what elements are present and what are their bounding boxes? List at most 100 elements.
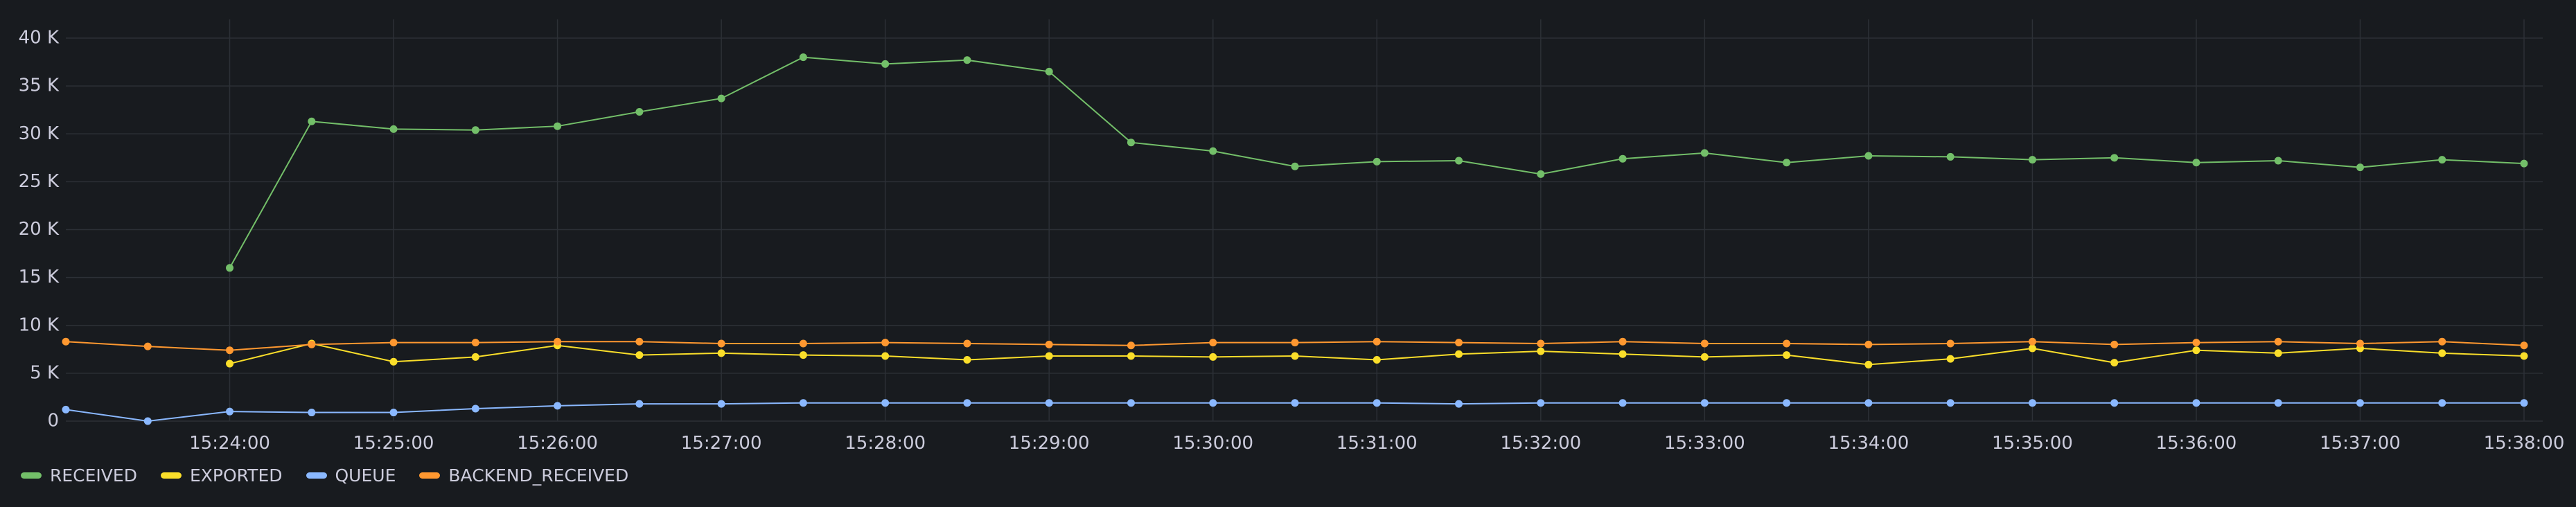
data-point-queue[interactable] [2028,399,2036,407]
data-point-backend-received[interactable] [2028,337,2036,346]
data-point-queue[interactable] [635,400,644,408]
data-point-exported[interactable] [226,359,234,368]
data-point-received[interactable] [389,125,398,133]
legend-item-backend-received[interactable]: BACKEND_RECEIVED [419,465,628,486]
data-point-exported[interactable] [471,353,479,361]
data-point-backend-received[interactable] [226,346,234,355]
data-point-received[interactable] [1783,159,1791,167]
data-point-exported[interactable] [389,357,398,366]
data-point-queue[interactable] [1700,399,1709,407]
data-point-received[interactable] [963,56,971,64]
data-point-backend-received[interactable] [1783,339,1791,348]
data-point-exported[interactable] [1373,356,1381,364]
data-point-queue[interactable] [2438,399,2446,407]
legend-item-exported[interactable]: EXPORTED [160,465,283,486]
data-point-received[interactable] [635,107,644,116]
data-point-queue[interactable] [226,407,234,416]
data-point-received[interactable] [2192,159,2200,167]
data-point-queue[interactable] [62,405,70,413]
data-point-queue[interactable] [308,409,316,417]
data-point-queue[interactable] [1537,399,1545,407]
data-point-backend-received[interactable] [2520,341,2528,350]
data-point-received[interactable] [1045,67,1053,75]
data-point-exported[interactable] [717,349,725,357]
data-point-exported[interactable] [1946,355,1955,363]
data-point-queue[interactable] [2192,399,2200,407]
data-point-backend-received[interactable] [1045,340,1053,348]
data-point-received[interactable] [2520,159,2528,168]
data-point-queue[interactable] [2520,399,2528,407]
data-point-exported[interactable] [1291,352,1299,360]
data-point-received[interactable] [554,122,562,130]
data-point-exported[interactable] [2520,352,2528,360]
data-point-backend-received[interactable] [1864,340,1873,348]
data-point-backend-received[interactable] [471,339,479,347]
legend-item-queue[interactable]: QUEUE [306,465,396,486]
data-point-backend-received[interactable] [1455,339,1463,347]
data-point-exported[interactable] [2192,346,2200,355]
data-point-received[interactable] [2438,156,2446,164]
data-point-received[interactable] [471,126,479,134]
data-point-exported[interactable] [1537,347,1545,355]
data-point-exported[interactable] [963,356,971,364]
data-point-exported[interactable] [1045,352,1053,360]
data-point-received[interactable] [1618,154,1627,163]
data-point-backend-received[interactable] [2192,339,2200,347]
data-point-queue[interactable] [1946,399,1955,407]
data-point-queue[interactable] [1455,400,1463,408]
data-point-backend-received[interactable] [62,337,70,346]
data-point-received[interactable] [1700,149,1709,157]
data-point-queue[interactable] [471,404,479,413]
data-point-queue[interactable] [554,402,562,410]
data-point-received[interactable] [2274,157,2282,165]
data-point-received[interactable] [1209,147,1217,155]
data-point-exported[interactable] [1864,360,1873,368]
data-point-queue[interactable] [963,399,971,407]
data-point-received[interactable] [1455,157,1463,165]
data-point-queue[interactable] [2274,399,2282,407]
data-point-received[interactable] [881,60,890,68]
data-point-exported[interactable] [1700,353,1709,361]
data-point-exported[interactable] [2438,349,2446,357]
data-point-backend-received[interactable] [308,340,316,348]
data-point-queue[interactable] [717,400,725,408]
data-point-exported[interactable] [2028,344,2036,353]
data-point-exported[interactable] [881,352,890,360]
data-point-received[interactable] [2110,154,2119,162]
data-point-received[interactable] [1946,152,1955,161]
data-point-backend-received[interactable] [1127,341,1135,350]
data-point-queue[interactable] [1291,399,1299,407]
data-point-backend-received[interactable] [1618,337,1627,346]
data-point-backend-received[interactable] [1373,337,1381,346]
data-point-received[interactable] [2356,163,2364,172]
data-point-backend-received[interactable] [799,339,807,348]
data-point-backend-received[interactable] [635,337,644,346]
data-point-backend-received[interactable] [1700,339,1709,348]
data-point-queue[interactable] [881,399,890,407]
data-point-received[interactable] [2028,156,2036,164]
data-point-received[interactable] [1127,139,1135,147]
data-point-exported[interactable] [1618,350,1627,358]
data-point-queue[interactable] [389,409,398,417]
data-point-backend-received[interactable] [963,339,971,348]
data-point-backend-received[interactable] [717,339,725,348]
data-point-received[interactable] [226,264,234,272]
legend-item-received[interactable]: RECEIVED [21,465,137,486]
data-point-backend-received[interactable] [1209,339,1217,347]
data-point-exported[interactable] [1455,350,1463,358]
data-point-queue[interactable] [799,399,807,407]
data-point-exported[interactable] [799,351,807,359]
data-point-backend-received[interactable] [143,342,152,350]
data-point-received[interactable] [1373,157,1381,166]
data-point-received[interactable] [717,94,725,103]
data-point-queue[interactable] [1783,399,1791,407]
data-point-received[interactable] [1864,152,1873,160]
data-point-queue[interactable] [1618,399,1627,407]
data-point-exported[interactable] [1209,353,1217,361]
data-point-queue[interactable] [2356,399,2364,407]
data-point-backend-received[interactable] [2438,337,2446,346]
data-point-exported[interactable] [1783,351,1791,359]
data-point-backend-received[interactable] [1537,339,1545,348]
data-point-exported[interactable] [635,351,644,359]
data-point-queue[interactable] [143,417,152,425]
